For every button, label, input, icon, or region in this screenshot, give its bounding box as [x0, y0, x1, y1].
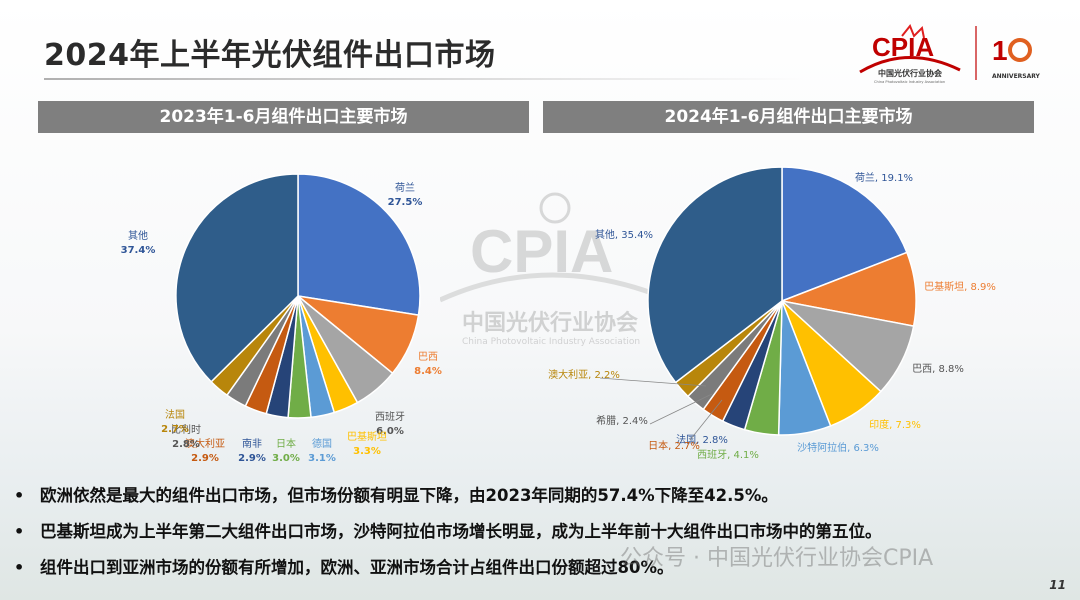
slice-value-label: 6.0% — [376, 426, 404, 437]
page-title: 2024年上半年光伏组件出口市场 — [44, 38, 496, 73]
slice-label: 荷兰, 19.1% — [855, 171, 913, 184]
leader-line — [689, 399, 723, 441]
pie-slice — [297, 173, 421, 316]
bullet-item: • 组件出口到亚洲市场的份额有所增加，欧洲、亚洲市场合计占组件出口份额超过80%。 — [14, 558, 674, 577]
leader-line — [649, 393, 713, 425]
slice-value-label: 2.9% — [238, 453, 266, 464]
slice-label: 西班牙, 4.1% — [697, 449, 759, 461]
leader-line — [599, 377, 707, 387]
bullet-item: • 巴基斯坦成为上半年第二大组件出口市场，沙特阿拉伯市场增长明显，成为上半年前十大… — [14, 522, 882, 541]
slice-label: 巴西, 8.8% — [912, 363, 964, 375]
title-divider — [44, 78, 804, 80]
pie-chart-2023: 荷兰 27.5% 巴西 8.4% 西班牙 6.0%巴基斯坦 3.3% 德国 3.1% 日本 3.0%… — [121, 173, 442, 464]
watermark-org-cn: 中国光伏行业协会 — [462, 310, 638, 336]
logo-org-cn: 中国光伏行业协会 — [878, 68, 942, 78]
slice-value-label: 2.7% — [161, 424, 189, 435]
chart-title-2024: 2024年1-6月组件出口主要市场 — [543, 101, 1034, 133]
pie-slice — [175, 173, 299, 383]
bullet-text: 欧洲依然是最大的组件出口市场，但市场份额有明显下降，由2023年同期的57.4%… — [40, 486, 778, 505]
social-watermark: 公众号 · 中国光伏行业协会CPIA — [620, 546, 934, 571]
slice-label: 西班牙 — [375, 411, 405, 423]
slice-label: 荷兰 — [395, 181, 415, 194]
svg-text:1: 1 — [992, 35, 1008, 66]
slice-value-label: 8.4% — [414, 366, 442, 377]
slice-value-label: 3.0% — [272, 453, 300, 464]
logo-anniversary: ANNIVERSARY — [992, 73, 1041, 80]
bullet-list: • 欧洲依然是最大的组件出口市场，但市场份额有明显下降，由2023年同期的57.4… — [14, 481, 1064, 589]
cpia-watermark: CPIA 中国光伏行业协会 China Photovoltaic Industr… — [440, 192, 670, 347]
slice-label: 法国, 2.8% — [676, 433, 728, 446]
logo-brand-text: CPIA — [872, 32, 934, 62]
pie-slice — [781, 166, 908, 303]
cpia-logo: CPIA 中国光伏行业协会 China Photovoltaic Industr… — [859, 24, 1041, 84]
slice-value-label: 3.3% — [353, 446, 381, 457]
page-number: 11 — [1049, 578, 1066, 592]
slice-label: 巴基斯坦 — [347, 430, 387, 443]
pie-slice — [647, 166, 783, 384]
slice-label: 比利时 — [171, 424, 201, 436]
slice-label: 澳大利亚 — [185, 437, 225, 450]
slice-label: 沙特阿拉伯, 6.3% — [797, 441, 879, 454]
slice-label: 南非 — [242, 437, 262, 450]
slice-label: 法国 — [165, 408, 185, 421]
chart-title-2023: 2023年1-6月组件出口主要市场 — [38, 101, 529, 133]
slice-value-label: 37.4% — [121, 245, 156, 256]
slice-value-label: 2.9% — [191, 453, 219, 464]
slice-label: 德国 — [312, 437, 332, 450]
pie-chart-2024: 荷兰, 19.1% 巴基斯坦, 8.9% 巴西, 8.8% 印度, 7.3% 沙特阿拉伯… — [548, 166, 996, 461]
logo-org-en: China Photovoltaic Industry Association — [874, 80, 945, 84]
slice-value-label: 27.5% — [388, 197, 423, 208]
bullet-item: • 欧洲依然是最大的组件出口市场，但市场份额有明显下降，由2023年同期的57.4… — [14, 486, 778, 505]
slice-value-label: 3.1% — [308, 453, 336, 464]
slice-label: 其他 — [128, 229, 148, 242]
slice-label: 日本, 2.7% — [648, 439, 700, 452]
slice-label: 巴西 — [418, 351, 438, 363]
bullet-text: 巴基斯坦成为上半年第二大组件出口市场，沙特阿拉伯市场增长明显，成为上半年前十大组… — [40, 522, 882, 541]
watermark-org-en: China Photovoltaic Industry Association — [462, 337, 640, 347]
slice-value-label: 2.8% — [172, 439, 200, 450]
watermark-brand-text: CPIA — [470, 218, 613, 285]
slice-label: 印度, 7.3% — [869, 418, 921, 431]
bullet-text: 组件出口到亚洲市场的份额有所增加，欧洲、亚洲市场合计占组件出口份额超过80%。 — [40, 558, 674, 577]
slice-label: 日本 — [276, 437, 296, 450]
slice-label: 巴基斯坦, 8.9% — [924, 280, 996, 293]
slice-label: 希腊, 2.4% — [596, 414, 648, 427]
slice-label: 其他, 35.4% — [595, 228, 653, 241]
